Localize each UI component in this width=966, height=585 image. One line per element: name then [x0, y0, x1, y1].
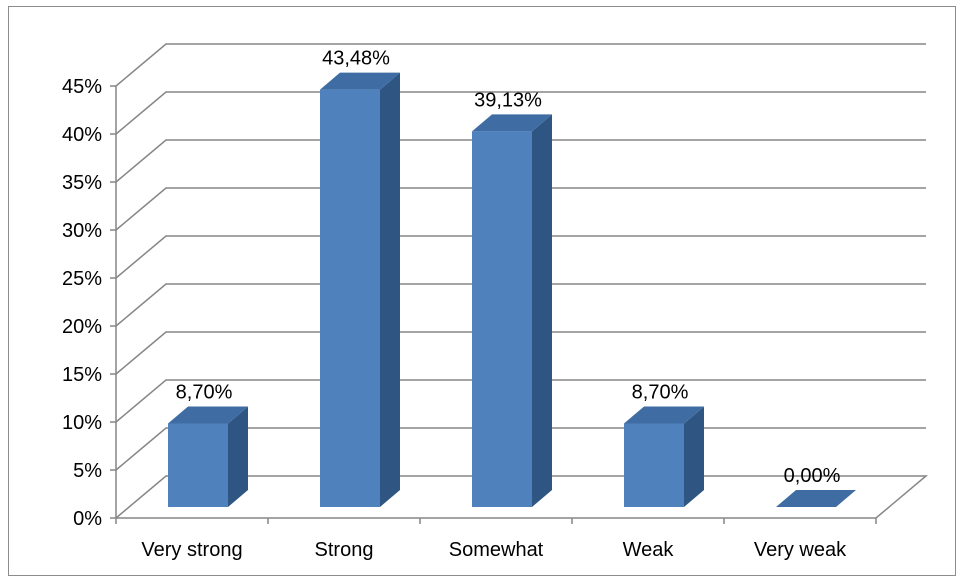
y-tick-label: 15%	[62, 364, 102, 386]
data-label: 43,48%	[322, 48, 390, 70]
data-label: 8,70%	[176, 381, 233, 403]
gridline	[115, 43, 926, 87]
bar	[472, 114, 552, 508]
y-tick-label: 20%	[62, 316, 102, 338]
data-label: 8,70%	[632, 381, 689, 403]
bar-front	[320, 89, 380, 507]
bar-front	[168, 423, 228, 507]
bar-side	[228, 406, 248, 507]
x-axis-categories: Very strong Strong Somewhat Weak Very weak	[115, 518, 877, 561]
y-tick-label: 5%	[73, 460, 102, 482]
bar-top	[320, 72, 400, 90]
gridline	[115, 283, 926, 327]
y-tick-label: 45%	[62, 76, 102, 98]
data-label: 39,13%	[474, 89, 542, 111]
bars	[168, 72, 856, 508]
bar	[168, 406, 248, 507]
gridlines	[115, 43, 929, 519]
bar-front	[472, 131, 532, 508]
bar-top	[168, 406, 248, 424]
x-category-label: Very weak	[754, 539, 847, 561]
bar	[776, 490, 856, 507]
bar-side	[684, 406, 704, 507]
bar-front	[624, 423, 684, 507]
y-tick-label: 0%	[73, 508, 102, 530]
gridline	[115, 187, 926, 231]
y-tick-label: 10%	[62, 412, 102, 434]
y-tick-label: 35%	[62, 172, 102, 194]
gridline	[115, 235, 926, 279]
data-labels: 8,70% 43,48% 39,13% 8,70% 0,00%	[176, 48, 841, 487]
bar-top	[472, 114, 552, 132]
bar	[624, 406, 704, 507]
y-tick-label: 40%	[62, 124, 102, 146]
bar-top	[624, 406, 704, 424]
data-label: 0,00%	[784, 465, 841, 487]
x-category-label: Weak	[623, 539, 675, 561]
gridline	[115, 331, 926, 375]
bar-side	[532, 114, 552, 508]
x-category-label: Strong	[315, 539, 374, 561]
x-category-label: Very strong	[141, 539, 242, 561]
x-category-label: Somewhat	[449, 539, 544, 561]
bar-side	[380, 72, 400, 507]
gridline	[115, 379, 926, 423]
y-axis-ticks: 0% 5% 10% 15% 20% 25% 30% 35% 40% 45%	[62, 76, 117, 530]
bar-top	[776, 490, 856, 507]
y-tick-label: 25%	[62, 268, 102, 290]
y-tick-label: 30%	[62, 220, 102, 242]
gridline	[115, 139, 926, 183]
gridline	[115, 91, 926, 135]
bar	[320, 72, 400, 507]
floor-plane	[115, 475, 929, 519]
